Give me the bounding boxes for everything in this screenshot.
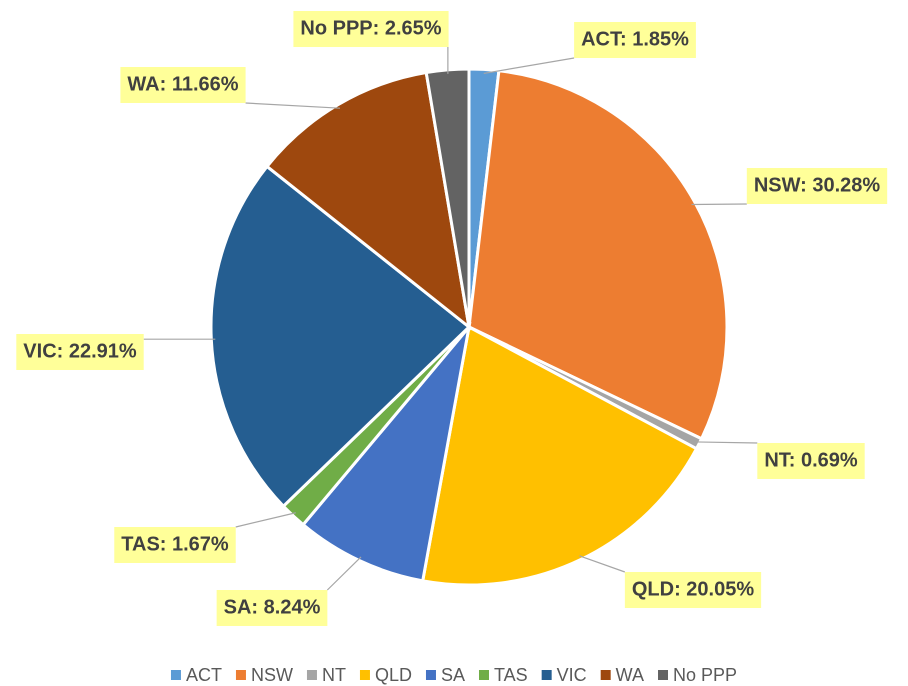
legend-swatch: [541, 670, 552, 680]
label-box: [16, 334, 144, 370]
labels: ACT: 1.85% NSW: 30.28% NT: 0.69% QLD: 20.05…: [16, 11, 888, 626]
data-label: QLD: 20.05%: [632, 578, 754, 600]
data-label: ACT: 1.85%: [581, 28, 689, 50]
label-box: [216, 590, 328, 626]
label-box: [624, 572, 762, 608]
legend-swatch: [306, 670, 317, 680]
data-label: VIC: 22.91%: [23, 340, 137, 362]
label-box: [293, 11, 449, 47]
legend-label: No PPP: [673, 665, 737, 685]
pie-slice: [301, 321, 472, 583]
legend-swatch: [359, 670, 370, 680]
pie-slice: [467, 69, 729, 441]
label-box: [746, 168, 888, 204]
leader-line: [483, 57, 575, 75]
label-box: [120, 67, 246, 103]
data-label: WA: 11.66%: [127, 73, 238, 95]
data-label: NT: 0.69%: [764, 449, 858, 471]
legend-swatch: [235, 670, 246, 680]
legend-label: NT: [322, 665, 346, 685]
leader-line: [245, 102, 341, 109]
legend-swatch: [170, 670, 181, 680]
leader-line: [326, 556, 362, 591]
legend: ACT NSW NT QLD SA TAS VIC WA No PPP: [170, 665, 737, 685]
legend-label: WA: [616, 665, 644, 685]
pie-slice: [264, 70, 472, 331]
data-label: No PPP: 2.65%: [300, 17, 441, 39]
legend-swatch: [425, 670, 436, 680]
leader-line: [235, 512, 296, 528]
label-box: [574, 22, 696, 58]
legend-swatch: [600, 670, 611, 680]
legend-label: ACT: [186, 665, 222, 685]
legend-label: NSW: [251, 665, 293, 685]
legend-label: QLD: [375, 665, 412, 685]
leader-line: [579, 555, 626, 573]
legend-label: TAS: [494, 665, 528, 685]
data-label: SA: 8.24%: [224, 596, 321, 618]
leader-line: [695, 441, 758, 444]
data-label: TAS: 1.67%: [121, 533, 229, 555]
pie-slice: [420, 324, 699, 587]
legend-swatch: [478, 670, 489, 680]
label-box: [114, 527, 236, 563]
legend-label: SA: [441, 665, 465, 685]
legend-swatch: [658, 670, 669, 680]
legend-label: VIC: [557, 665, 587, 685]
label-box: [757, 443, 865, 479]
data-label: NSW: 30.28%: [754, 174, 881, 196]
